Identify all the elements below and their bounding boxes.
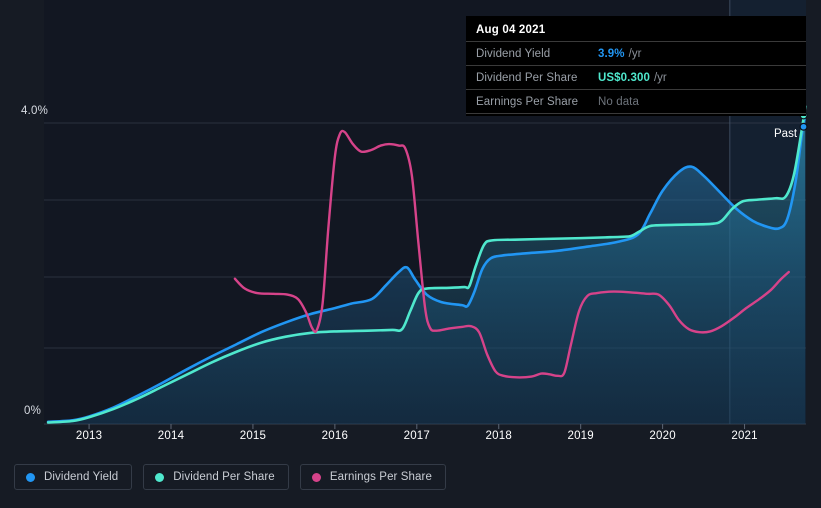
legend-item-dividend-yield[interactable]: Dividend Yield — [14, 464, 133, 490]
tooltip-row-label: Earnings Per Share — [476, 95, 579, 108]
tooltip-row-value: 3.9% — [598, 47, 625, 60]
x-axis-label-2021: 2021 — [731, 430, 758, 442]
past-period-label: Past — [774, 128, 798, 140]
y-axis-label-top: 4.0% — [21, 105, 49, 117]
x-axis-label-2018: 2018 — [485, 430, 512, 442]
tooltip-row-unit: /yr — [628, 47, 642, 60]
x-axis-label-2017: 2017 — [403, 430, 430, 442]
dividend-per-share-area — [48, 106, 806, 424]
legend-item-earnings-per-share[interactable]: Earnings Per Share — [299, 464, 446, 490]
tooltip-date: Aug 04 2021 — [476, 24, 546, 36]
tooltip-row-value: US$0.300 — [598, 71, 650, 84]
x-axis-label-2019: 2019 — [567, 430, 594, 442]
tooltip-row-value: No data — [598, 95, 639, 108]
legend-item-label: Dividend Yield — [44, 471, 119, 483]
legend-item-dividend-per-share[interactable]: Dividend Per Share — [143, 464, 289, 490]
legend-item-label: Earnings Per Share — [329, 471, 432, 483]
legend-color-dot-icon — [26, 472, 35, 482]
legend-color-dot-icon — [311, 472, 321, 482]
chart-legend: Dividend Yield Dividend Per Share Earnings… — [14, 464, 446, 490]
x-axis-label-2015: 2015 — [239, 430, 267, 442]
tooltip-row-label: Dividend Yield — [476, 47, 551, 60]
dividend-yield-marker — [799, 122, 808, 131]
tooltip-row: Dividend Per Share US$0.300/yr — [466, 65, 806, 89]
dividend-yield-line — [46, 114, 807, 424]
y-axis-label-bottom: 0% — [24, 405, 42, 417]
tooltip-row-label: Dividend Per Share — [476, 71, 578, 84]
tooltip-rows: Dividend Yield 3.9%/yr Dividend Per Share U… — [466, 41, 806, 114]
x-axis-label-2020: 2020 — [649, 430, 676, 442]
dividend-per-share-line — [46, 105, 807, 424]
x-axis-label-2013: 2013 — [75, 430, 103, 442]
chart-tooltip: Aug 04 2021 Dividend Yield 3.9%/yr Dividen… — [466, 16, 806, 116]
earnings-per-share-line — [233, 129, 790, 379]
tooltip-row: Earnings Per Share No data — [466, 89, 806, 114]
legend-item-label: Dividend Per Share — [173, 471, 275, 483]
tooltip-row-unit: /yr — [653, 71, 667, 84]
tooltip-row: Dividend Yield 3.9%/yr — [466, 41, 806, 65]
x-axis-label-2016: 2016 — [321, 430, 349, 442]
legend-color-dot-icon — [155, 472, 165, 482]
x-axis-label-2014: 2014 — [157, 430, 185, 442]
